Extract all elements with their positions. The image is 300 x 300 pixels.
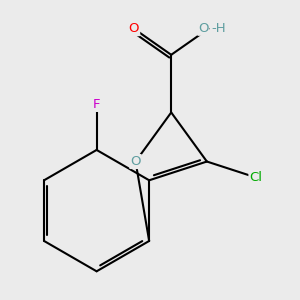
Text: O: O (130, 155, 141, 168)
Text: Cl: Cl (249, 171, 262, 184)
Text: F: F (93, 98, 100, 111)
Text: -H: -H (211, 22, 226, 35)
Text: O: O (129, 22, 139, 35)
Text: O: O (198, 22, 208, 35)
